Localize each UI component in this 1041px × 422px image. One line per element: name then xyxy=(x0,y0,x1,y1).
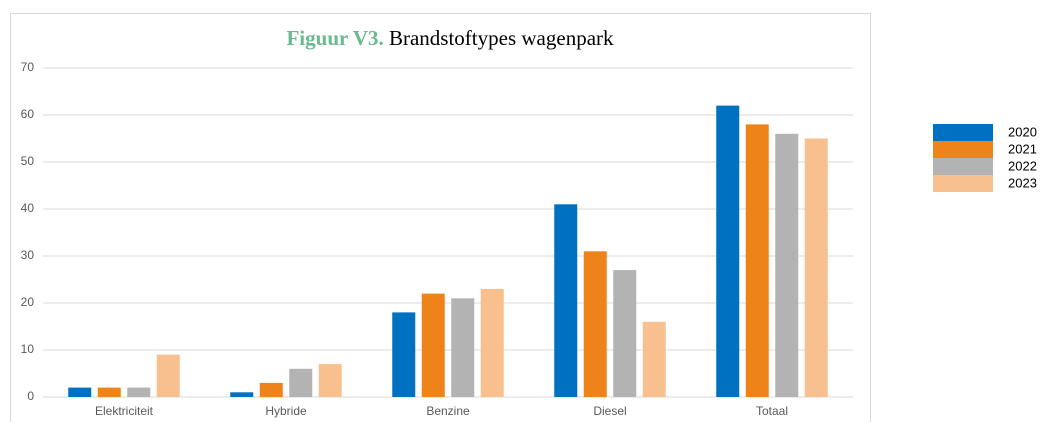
chart-title: Brandstoftypes wagenpark xyxy=(389,26,614,50)
bar xyxy=(97,387,121,397)
bar xyxy=(259,382,283,397)
bar xyxy=(230,392,254,397)
y-tick-label: 0 xyxy=(27,389,34,403)
legend-label: 2020 xyxy=(1008,124,1037,139)
bar xyxy=(68,387,92,397)
legend-label: 2021 xyxy=(1008,141,1037,156)
bar xyxy=(554,204,578,397)
legend-swatch xyxy=(933,175,993,192)
x-tick-label: Totaal xyxy=(756,404,788,418)
legend-label: 2022 xyxy=(1008,158,1037,173)
bar xyxy=(613,270,637,397)
bar xyxy=(289,368,313,397)
bar xyxy=(451,298,475,397)
y-tick-label: 30 xyxy=(21,248,35,262)
legend-swatch xyxy=(933,158,993,175)
chart-title-group: Figuur V3. Brandstoftypes wagenpark xyxy=(286,26,614,50)
bar xyxy=(127,387,151,397)
x-tick-label: Diesel xyxy=(593,404,626,418)
bar xyxy=(583,251,607,397)
legend-swatch xyxy=(933,124,993,141)
bar xyxy=(318,364,342,397)
legend-swatch xyxy=(933,141,993,158)
legend-label: 2023 xyxy=(1008,175,1037,190)
bar xyxy=(480,288,504,397)
bar xyxy=(642,321,666,397)
y-tick-label: 10 xyxy=(21,342,35,356)
x-tick-label: Elektriciteit xyxy=(95,404,154,418)
bar xyxy=(421,293,445,397)
x-tick-label: Hybride xyxy=(265,404,307,418)
y-tick-label: 40 xyxy=(21,201,35,215)
y-tick-label: 50 xyxy=(21,154,35,168)
chart-title-label: Figuur V3. xyxy=(286,26,383,50)
bar xyxy=(804,138,828,397)
y-tick-label: 20 xyxy=(21,295,35,309)
bar xyxy=(775,133,799,398)
y-tick-label: 70 xyxy=(21,60,35,74)
bar xyxy=(716,105,740,397)
bar xyxy=(392,312,416,397)
x-tick-label: Benzine xyxy=(426,404,470,418)
bar xyxy=(745,124,769,398)
bar xyxy=(156,354,180,397)
y-tick-label: 60 xyxy=(21,107,35,121)
